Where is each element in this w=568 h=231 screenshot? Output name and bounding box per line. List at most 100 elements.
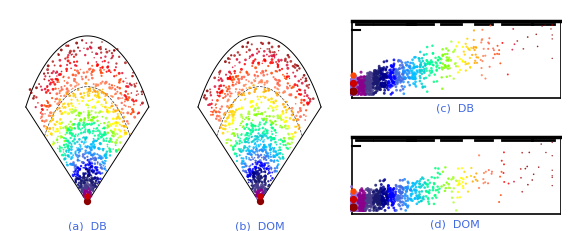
- Point: [348, 91, 357, 95]
- Point: [110, 128, 119, 131]
- Point: [406, 188, 415, 191]
- Point: [346, 202, 356, 205]
- Point: [253, 150, 262, 153]
- Point: [91, 158, 100, 161]
- Point: [375, 206, 384, 210]
- Point: [68, 132, 77, 136]
- Point: [256, 121, 265, 124]
- Point: [82, 183, 91, 187]
- Point: [394, 196, 403, 200]
- Point: [53, 77, 62, 81]
- Point: [495, 52, 504, 56]
- Point: [82, 195, 91, 199]
- Point: [391, 81, 400, 84]
- Point: [367, 78, 376, 82]
- Point: [77, 189, 86, 193]
- Point: [253, 140, 262, 143]
- Point: [371, 71, 380, 75]
- Point: [252, 176, 261, 179]
- Point: [131, 84, 140, 88]
- Point: [100, 59, 109, 63]
- Point: [248, 178, 257, 182]
- Point: [346, 89, 356, 93]
- Point: [354, 90, 364, 94]
- Point: [230, 71, 239, 75]
- Point: [237, 162, 247, 165]
- Point: [232, 58, 241, 61]
- Point: [282, 85, 291, 88]
- Point: [523, 165, 532, 168]
- Point: [381, 202, 390, 206]
- Point: [80, 191, 89, 195]
- Point: [346, 197, 356, 200]
- Point: [270, 128, 279, 132]
- Point: [357, 86, 366, 89]
- Point: [250, 180, 260, 183]
- Point: [64, 150, 73, 154]
- Point: [380, 73, 389, 76]
- Point: [379, 77, 389, 81]
- Point: [279, 103, 288, 106]
- Point: [402, 190, 411, 194]
- Point: [258, 191, 268, 195]
- Point: [245, 152, 254, 156]
- Point: [347, 205, 356, 209]
- Point: [43, 100, 52, 104]
- Point: [81, 194, 90, 197]
- Point: [394, 78, 403, 82]
- Point: [377, 199, 386, 202]
- Point: [392, 197, 402, 201]
- Point: [93, 52, 102, 56]
- Point: [253, 193, 262, 196]
- Point: [377, 190, 386, 194]
- Point: [53, 127, 62, 131]
- Point: [295, 125, 304, 129]
- Point: [229, 83, 238, 87]
- Point: [82, 167, 91, 171]
- Point: [368, 81, 377, 85]
- Point: [97, 70, 106, 74]
- Point: [247, 81, 256, 85]
- Point: [81, 76, 90, 79]
- Point: [361, 204, 370, 207]
- Point: [375, 192, 385, 196]
- Point: [358, 83, 367, 87]
- Point: [107, 57, 116, 60]
- Point: [87, 122, 97, 126]
- Point: [91, 116, 101, 119]
- Point: [273, 81, 282, 85]
- Point: [471, 53, 481, 57]
- Point: [254, 187, 264, 191]
- Point: [348, 209, 357, 212]
- Point: [461, 62, 470, 66]
- Point: [225, 57, 235, 61]
- Point: [395, 197, 404, 200]
- Point: [76, 174, 85, 178]
- Point: [363, 82, 372, 86]
- Point: [389, 201, 398, 205]
- Point: [427, 61, 436, 64]
- Point: [44, 101, 53, 105]
- Point: [360, 85, 369, 89]
- Point: [45, 127, 55, 130]
- Point: [426, 71, 435, 75]
- Point: [66, 129, 75, 132]
- Point: [357, 200, 366, 203]
- Point: [421, 76, 431, 80]
- Point: [79, 192, 88, 196]
- Point: [353, 78, 362, 82]
- Point: [265, 164, 274, 167]
- Point: [388, 201, 397, 204]
- Point: [405, 64, 414, 68]
- Point: [368, 194, 377, 198]
- Point: [282, 146, 291, 150]
- Point: [76, 145, 85, 149]
- Point: [266, 51, 275, 54]
- Point: [369, 81, 378, 85]
- Point: [121, 104, 130, 108]
- Point: [256, 193, 265, 197]
- Point: [460, 170, 469, 174]
- Point: [105, 69, 114, 73]
- Point: [257, 193, 266, 197]
- Point: [117, 93, 126, 97]
